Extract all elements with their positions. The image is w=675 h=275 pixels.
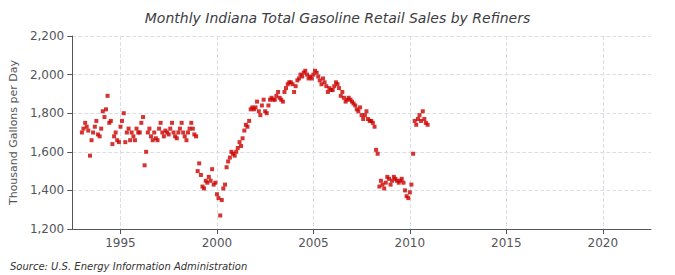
svg-text:2015: 2015 [491, 236, 522, 250]
svg-text:2000: 2000 [202, 236, 233, 250]
svg-text:Thousand Gallons per Day: Thousand Gallons per Day [7, 59, 20, 206]
svg-text:1,200: 1,200 [30, 222, 64, 236]
svg-text:2010: 2010 [395, 236, 426, 250]
svg-text:Monthly Indiana Total Gasoline: Monthly Indiana Total Gasoline Retail Sa… [145, 10, 530, 26]
svg-text:1,400: 1,400 [30, 183, 64, 197]
svg-text:2020: 2020 [587, 236, 618, 250]
svg-text:2005: 2005 [298, 236, 329, 250]
svg-text:1995: 1995 [105, 236, 136, 250]
svg-text:Source: U.S. Energy Informatio: Source: U.S. Energy Information Administ… [10, 261, 247, 272]
svg-text:1,800: 1,800 [30, 106, 64, 120]
svg-text:1,600: 1,600 [30, 145, 64, 159]
svg-text:2,200: 2,200 [30, 29, 64, 43]
svg-text:2,000: 2,000 [30, 68, 64, 82]
